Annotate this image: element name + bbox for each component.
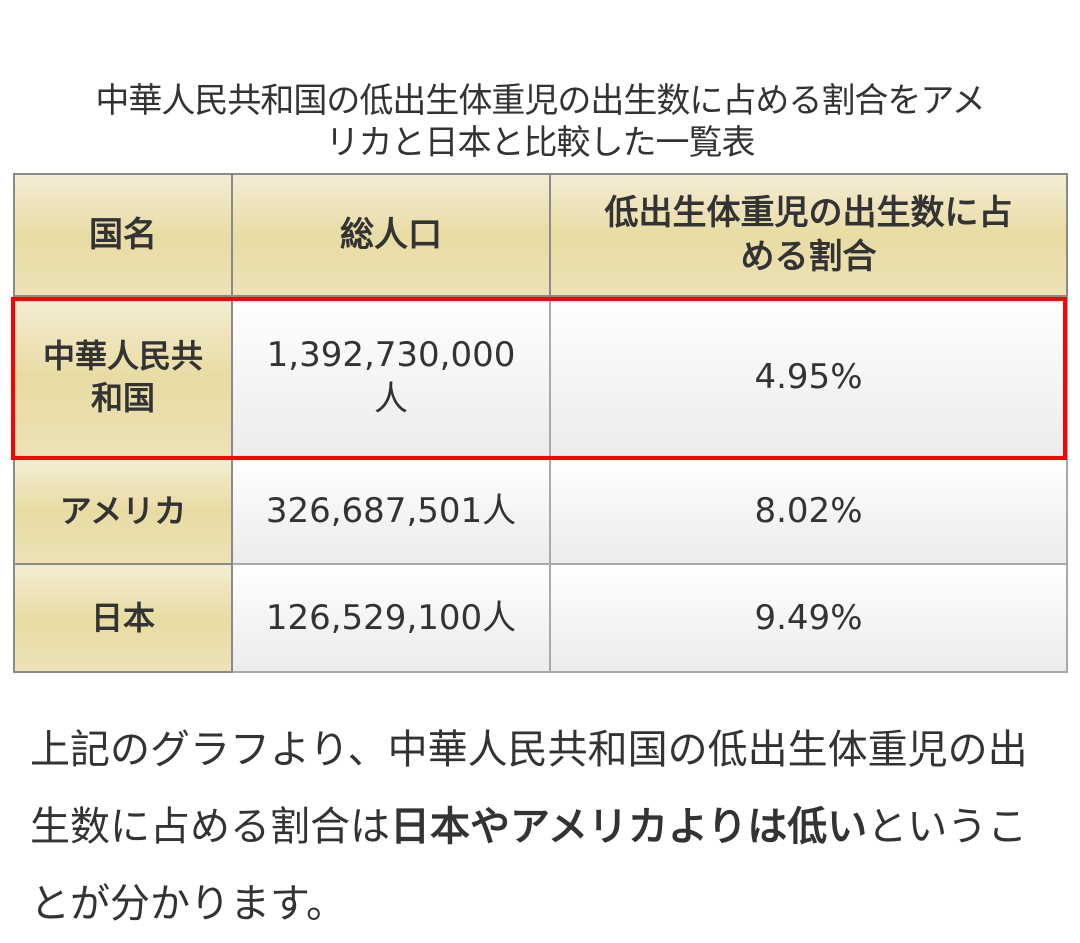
header-population: 総人口: [231, 173, 551, 297]
table-row-japan: 日本 126,529,100人 9.49%: [13, 563, 1068, 673]
table-row-china: 中華人民共 和国 1,392,730,000 人 4.95%: [13, 295, 1068, 459]
summary-text-part-1: 上記のグラフより、中華人民共和国の低出生体重児の出生数に占める割合は: [30, 727, 1028, 850]
cell-ratio-usa: 8.02%: [549, 457, 1068, 565]
cell-ratio-china: 4.95%: [549, 295, 1068, 459]
summary-text-part-2: ということが分かります。: [30, 804, 1028, 927]
header-ratio-line-1: 低出生体重児の出生数に占: [604, 193, 1013, 233]
table-header-row: 国名 総人口 低出生体重児の出生数に占 める割合: [13, 173, 1068, 297]
cell-country-usa: アメリカ: [13, 457, 233, 565]
table-caption: 中華人民共和国の低出生体重児の出生数に占める割合をアメ リカと日本と比較した一覧…: [0, 80, 1080, 164]
caption-line-1: 中華人民共和国の低出生体重児の出生数に占める割合をアメ: [95, 81, 985, 121]
cell-population-china: 1,392,730,000 人: [231, 295, 551, 459]
country-name-line-2: 和国: [90, 379, 155, 417]
country-name-line-1: 中華人民共: [42, 337, 203, 375]
cell-ratio-japan: 9.49%: [549, 563, 1068, 673]
cell-population-japan: 126,529,100人: [231, 563, 551, 673]
comparison-table: 国名 総人口 低出生体重児の出生数に占 める割合 中華人民共 和国 1,392,…: [13, 173, 1068, 673]
header-country: 国名: [13, 173, 233, 297]
header-ratio-line-2: める割合: [740, 237, 877, 277]
cell-country-china: 中華人民共 和国: [13, 295, 233, 459]
table-row-usa: アメリカ 326,687,501人 8.02%: [13, 457, 1068, 565]
cell-population-usa: 326,687,501人: [231, 457, 551, 565]
summary-bold-text: 日本やアメリカよりは低い: [390, 804, 868, 850]
header-ratio: 低出生体重児の出生数に占 める割合: [549, 173, 1068, 297]
population-value: 1,392,730,000: [266, 335, 516, 375]
cell-country-japan: 日本: [13, 563, 233, 673]
summary-paragraph: 上記のグラフより、中華人民共和国の低出生体重児の出生数に占める割合は日本やアメリ…: [30, 712, 1060, 943]
caption-line-2: リカと日本と比較した一覧表: [325, 123, 756, 163]
comparison-table-container: 国名 総人口 低出生体重児の出生数に占 める割合 中華人民共 和国 1,392,…: [13, 173, 1068, 673]
population-unit: 人: [374, 379, 408, 419]
